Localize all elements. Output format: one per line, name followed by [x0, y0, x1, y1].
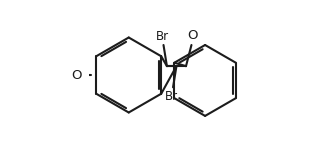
Text: O: O — [187, 29, 198, 42]
Text: Br: Br — [156, 30, 169, 43]
Text: O: O — [71, 69, 82, 81]
Text: Br: Br — [165, 90, 178, 103]
